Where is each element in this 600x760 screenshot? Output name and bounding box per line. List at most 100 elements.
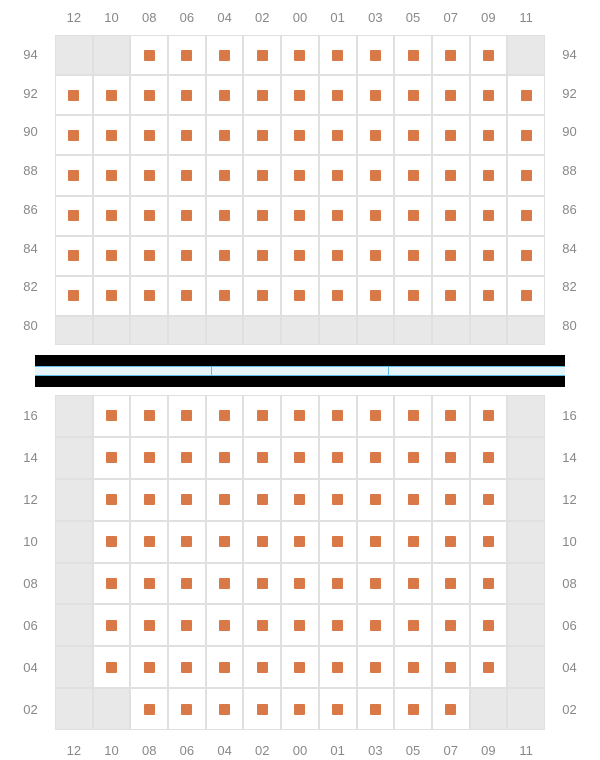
- slot-occupied[interactable]: [357, 115, 395, 155]
- slot-occupied[interactable]: [432, 115, 470, 155]
- slot-occupied[interactable]: [93, 196, 131, 236]
- slot-occupied[interactable]: [55, 75, 93, 115]
- slot-occupied[interactable]: [357, 604, 395, 646]
- slot-occupied[interactable]: [470, 479, 508, 521]
- slot-occupied[interactable]: [507, 196, 545, 236]
- slot-occupied[interactable]: [357, 395, 395, 437]
- slot-occupied[interactable]: [507, 75, 545, 115]
- slot-occupied[interactable]: [243, 604, 281, 646]
- slot-occupied[interactable]: [93, 75, 131, 115]
- slot-occupied[interactable]: [507, 155, 545, 195]
- slot-occupied[interactable]: [168, 521, 206, 563]
- slot-occupied[interactable]: [130, 75, 168, 115]
- slot-occupied[interactable]: [130, 688, 168, 730]
- slot-occupied[interactable]: [206, 75, 244, 115]
- slot-occupied[interactable]: [168, 395, 206, 437]
- slot-occupied[interactable]: [243, 479, 281, 521]
- slot-occupied[interactable]: [206, 236, 244, 276]
- slot-occupied[interactable]: [319, 196, 357, 236]
- slot-occupied[interactable]: [130, 196, 168, 236]
- slot-occupied[interactable]: [432, 688, 470, 730]
- slot-occupied[interactable]: [357, 155, 395, 195]
- slot-occupied[interactable]: [243, 688, 281, 730]
- slot-occupied[interactable]: [432, 236, 470, 276]
- slot-occupied[interactable]: [281, 75, 319, 115]
- slot-occupied[interactable]: [432, 395, 470, 437]
- slot-occupied[interactable]: [93, 646, 131, 688]
- slot-occupied[interactable]: [432, 646, 470, 688]
- slot-occupied[interactable]: [470, 115, 508, 155]
- slot-occupied[interactable]: [130, 236, 168, 276]
- slot-occupied[interactable]: [243, 276, 281, 316]
- slot-occupied[interactable]: [394, 155, 432, 195]
- slot-occupied[interactable]: [432, 196, 470, 236]
- slot-occupied[interactable]: [281, 604, 319, 646]
- slot-occupied[interactable]: [432, 75, 470, 115]
- slot-occupied[interactable]: [470, 75, 508, 115]
- slot-occupied[interactable]: [507, 276, 545, 316]
- slot-occupied[interactable]: [470, 236, 508, 276]
- slot-occupied[interactable]: [130, 479, 168, 521]
- slot-occupied[interactable]: [432, 479, 470, 521]
- slot-occupied[interactable]: [470, 604, 508, 646]
- slot-occupied[interactable]: [168, 75, 206, 115]
- slot-occupied[interactable]: [130, 521, 168, 563]
- slot-occupied[interactable]: [206, 437, 244, 479]
- slot-occupied[interactable]: [55, 276, 93, 316]
- slot-occupied[interactable]: [470, 276, 508, 316]
- slot-occupied[interactable]: [243, 236, 281, 276]
- slot-occupied[interactable]: [470, 155, 508, 195]
- slot-occupied[interactable]: [243, 437, 281, 479]
- slot-occupied[interactable]: [432, 276, 470, 316]
- slot-occupied[interactable]: [319, 646, 357, 688]
- slot-occupied[interactable]: [319, 688, 357, 730]
- slot-occupied[interactable]: [281, 35, 319, 75]
- slot-occupied[interactable]: [168, 646, 206, 688]
- slot-occupied[interactable]: [281, 196, 319, 236]
- slot-occupied[interactable]: [93, 115, 131, 155]
- slot-occupied[interactable]: [357, 688, 395, 730]
- slot-occupied[interactable]: [319, 563, 357, 605]
- slot-occupied[interactable]: [281, 395, 319, 437]
- slot-occupied[interactable]: [206, 35, 244, 75]
- slot-occupied[interactable]: [470, 395, 508, 437]
- slot-occupied[interactable]: [394, 521, 432, 563]
- slot-occupied[interactable]: [357, 521, 395, 563]
- slot-occupied[interactable]: [55, 236, 93, 276]
- slot-occupied[interactable]: [281, 276, 319, 316]
- slot-occupied[interactable]: [319, 437, 357, 479]
- slot-occupied[interactable]: [168, 155, 206, 195]
- slot-occupied[interactable]: [432, 604, 470, 646]
- slot-occupied[interactable]: [281, 155, 319, 195]
- slot-occupied[interactable]: [243, 521, 281, 563]
- slot-occupied[interactable]: [243, 115, 281, 155]
- slot-occupied[interactable]: [394, 395, 432, 437]
- slot-occupied[interactable]: [281, 563, 319, 605]
- slot-occupied[interactable]: [470, 646, 508, 688]
- slot-occupied[interactable]: [168, 688, 206, 730]
- slot-occupied[interactable]: [206, 604, 244, 646]
- slot-occupied[interactable]: [357, 437, 395, 479]
- slot-occupied[interactable]: [319, 75, 357, 115]
- slot-occupied[interactable]: [432, 155, 470, 195]
- slot-occupied[interactable]: [243, 395, 281, 437]
- slot-occupied[interactable]: [432, 35, 470, 75]
- slot-occupied[interactable]: [470, 521, 508, 563]
- slot-occupied[interactable]: [394, 688, 432, 730]
- slot-occupied[interactable]: [432, 521, 470, 563]
- slot-occupied[interactable]: [394, 75, 432, 115]
- slot-occupied[interactable]: [394, 479, 432, 521]
- slot-occupied[interactable]: [432, 437, 470, 479]
- slot-occupied[interactable]: [206, 646, 244, 688]
- slot-occupied[interactable]: [55, 196, 93, 236]
- slot-occupied[interactable]: [243, 646, 281, 688]
- slot-occupied[interactable]: [357, 276, 395, 316]
- slot-occupied[interactable]: [319, 604, 357, 646]
- slot-occupied[interactable]: [130, 646, 168, 688]
- slot-occupied[interactable]: [206, 115, 244, 155]
- slot-occupied[interactable]: [55, 115, 93, 155]
- slot-occupied[interactable]: [206, 155, 244, 195]
- slot-occupied[interactable]: [281, 236, 319, 276]
- slot-occupied[interactable]: [319, 479, 357, 521]
- slot-occupied[interactable]: [206, 479, 244, 521]
